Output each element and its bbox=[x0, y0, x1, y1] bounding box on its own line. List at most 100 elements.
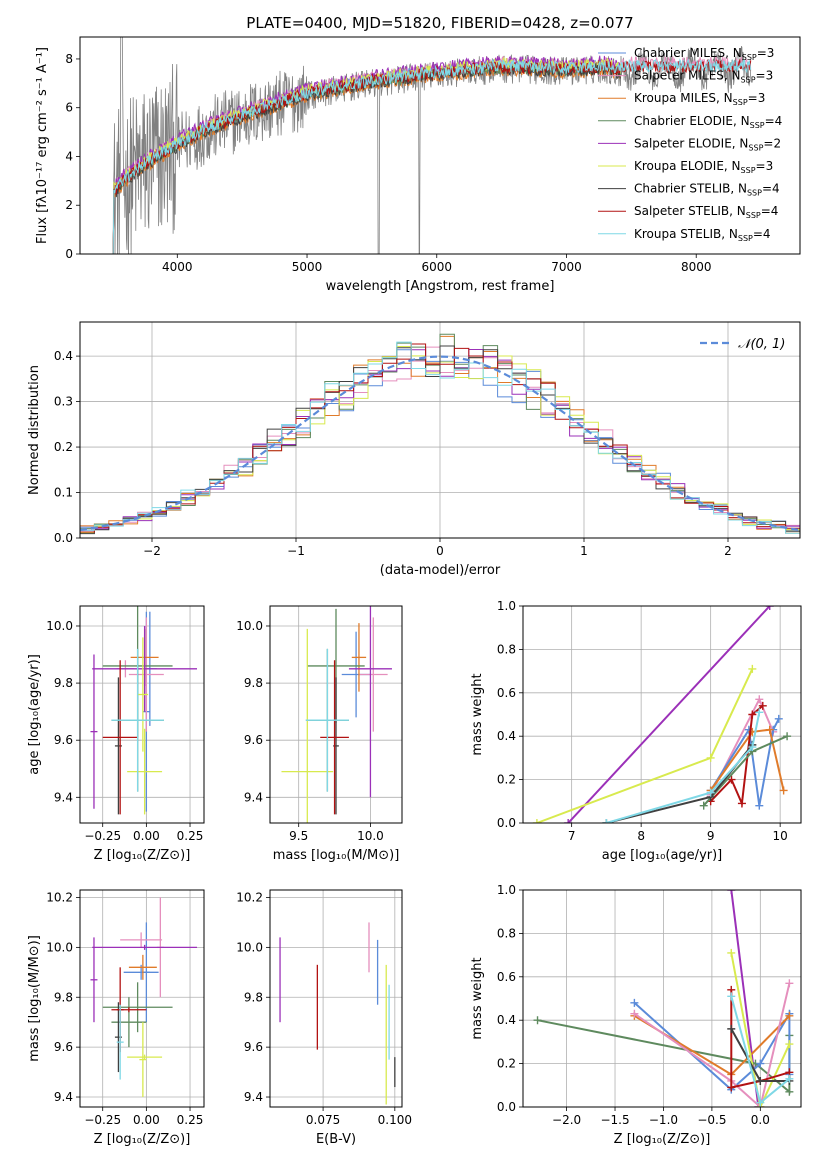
residuals-ytick-label: 0.2 bbox=[54, 440, 73, 454]
mass-vs-ebv-xtick-label: 0.075 bbox=[306, 1113, 340, 1127]
weight-vs-age-ytick-label: 0.2 bbox=[497, 773, 516, 787]
spectrum-ylabel: Flux [fλ10⁻¹⁷ erg cm⁻² s⁻¹ A⁻¹] bbox=[35, 47, 50, 244]
series-marker bbox=[785, 1087, 794, 1096]
series-marker bbox=[727, 890, 736, 894]
series-marker bbox=[737, 799, 746, 808]
residuals-legend-label: 𝒩(0, 1) bbox=[738, 337, 785, 352]
mass-vs-Z-ytick-label: 10.2 bbox=[46, 890, 73, 904]
weight-vs-age-ytick-label: 0.4 bbox=[497, 729, 516, 743]
series-line bbox=[633, 983, 791, 1107]
spectrum-axes: 4000 5000 6000 7000 8000 0 2 4 6 8 wavelength [Ang… bbox=[35, 47, 711, 294]
spectrum-model-line bbox=[112, 59, 622, 254]
series-marker bbox=[699, 801, 708, 810]
residuals-ytick-label: 0.0 bbox=[54, 531, 73, 545]
legend-entry: Chabrier ELODIE, NSSP=4 bbox=[634, 114, 782, 130]
weight-vs-Z-frame bbox=[522, 889, 802, 1108]
weight-vs-Z-ytick-label: 0.6 bbox=[497, 970, 516, 984]
weight-vs-age-xtick-label: 10 bbox=[773, 829, 788, 843]
series-marker bbox=[774, 714, 783, 723]
mass-vs-ebv-xtick-label: 0.100 bbox=[378, 1113, 412, 1127]
spectrum-xtick-label: 7000 bbox=[551, 260, 582, 274]
age-vs-mass-ytick-label: 9.4 bbox=[244, 790, 263, 804]
mass-vs-ebv-ytick-label: 10.0 bbox=[236, 940, 263, 954]
spectrum-xtick-label: 6000 bbox=[421, 260, 452, 274]
spectrum-model-line bbox=[112, 58, 752, 254]
series-marker bbox=[765, 725, 774, 734]
weight-vs-age-ytick-label: 1.0 bbox=[497, 599, 516, 613]
mass-vs-ebv-axes: 0.075 0.100 9.4 9.6 9.8 10.0 10.2 E(B-V) bbox=[236, 890, 412, 1147]
age-vs-mass-frame bbox=[269, 605, 403, 824]
mass-vs-Z-xtick-label: 0.00 bbox=[133, 1113, 160, 1127]
residuals-xtick-label: 0 bbox=[436, 544, 444, 558]
spectrum-lines bbox=[112, 37, 752, 254]
mass-vs-Z-xtick-label: −0.25 bbox=[84, 1113, 121, 1127]
series-line bbox=[709, 718, 780, 806]
age-vs-Z-ylabel: age [log₁₀(age/yr)] bbox=[27, 654, 42, 775]
weight-vs-Z-ylabel: mass weight bbox=[470, 957, 485, 1039]
series-marker bbox=[756, 1076, 765, 1085]
series-marker bbox=[785, 979, 794, 988]
figure-title: PLATE=0400, MJD=51820, FIBERID=0428, z=0… bbox=[246, 14, 633, 32]
age-vs-Z-ytick-label: 10.0 bbox=[46, 619, 73, 633]
mass-vs-ebv-xlabel: E(B-V) bbox=[316, 1132, 356, 1147]
legend-entry: Kroupa ELODIE, NSSP=3 bbox=[634, 159, 773, 175]
series-marker bbox=[748, 743, 757, 752]
age-vs-Z-xtick-label: 0.25 bbox=[177, 829, 204, 843]
mass-vs-Z-ylabel: mass [log₁₀(M/M⊙)] bbox=[27, 935, 42, 1062]
residuals-ytick-label: 0.1 bbox=[54, 486, 73, 500]
series-marker bbox=[727, 1024, 736, 1033]
mass-vs-Z-frame bbox=[79, 889, 205, 1108]
series-marker bbox=[756, 1059, 765, 1068]
mass-vs-Z-ytick-label: 10.0 bbox=[46, 940, 73, 954]
legend-entry: Salpeter STELIB, NSSP=4 bbox=[634, 204, 778, 220]
series-marker bbox=[727, 775, 736, 784]
residuals-xlabel: (data-model)/error bbox=[380, 563, 501, 578]
mass-vs-Z-ytick-label: 9.8 bbox=[54, 990, 73, 1004]
age-vs-mass-points bbox=[281, 606, 392, 823]
legend-entry: Kroupa STELIB, NSSP=4 bbox=[634, 227, 771, 243]
weight-vs-age-series bbox=[532, 606, 792, 823]
weight-vs-Z-ytick-label: 0.4 bbox=[497, 1013, 516, 1027]
mass-vs-Z-points bbox=[90, 897, 198, 1098]
age-vs-mass-ytick-label: 10.0 bbox=[236, 619, 263, 633]
weight-vs-Z-ytick-label: 0.8 bbox=[497, 926, 516, 940]
spectrum-frame bbox=[79, 36, 801, 255]
spectrum-xtick-label: 4000 bbox=[162, 260, 193, 274]
series-marker bbox=[765, 606, 774, 610]
mass-vs-ebv-ytick-label: 9.4 bbox=[244, 1090, 263, 1104]
series-line bbox=[730, 952, 791, 1107]
weight-vs-age-xtick-label: 7 bbox=[568, 829, 576, 843]
spectrum-legend: Chabrier MILES, NSSP=3 Salpeter MILES, NS… bbox=[598, 46, 782, 243]
weight-vs-age-xtick-label: 8 bbox=[637, 829, 645, 843]
residuals-xtick-label: 1 bbox=[580, 544, 588, 558]
residuals-xtick-label: −2 bbox=[143, 544, 161, 558]
weight-vs-age-xtick-label: 9 bbox=[707, 829, 715, 843]
spectrum-ytick-label: 0 bbox=[65, 247, 73, 261]
series-marker bbox=[785, 1040, 794, 1049]
residuals-frame bbox=[79, 321, 801, 539]
weight-vs-Z-xtick-label: −1.5 bbox=[600, 1113, 629, 1127]
legend-entry: Salpeter ELODIE, NSSP=2 bbox=[634, 136, 781, 152]
weight-vs-Z-ytick-label: 0.0 bbox=[497, 1100, 516, 1114]
series-marker bbox=[727, 948, 736, 957]
legend-entry: Chabrier STELIB, NSSP=4 bbox=[634, 182, 780, 198]
series-marker bbox=[779, 786, 788, 795]
age-vs-mass-ytick-label: 9.8 bbox=[244, 676, 263, 690]
series-marker bbox=[706, 788, 715, 797]
series-line bbox=[567, 606, 771, 823]
residuals-ytick-label: 0.4 bbox=[54, 349, 73, 363]
weight-vs-Z-xtick-label: −1.0 bbox=[649, 1113, 678, 1127]
spectrum-xtick-label: 5000 bbox=[292, 260, 323, 274]
weight-vs-age-xlabel: age [log₁₀(age/yr)] bbox=[602, 848, 723, 863]
spectrum-model-line bbox=[112, 62, 622, 254]
spectrum-model-line bbox=[112, 56, 622, 254]
weight-vs-Z-ytick-label: 0.2 bbox=[497, 1057, 516, 1071]
weight-vs-Z-xlabel: Z [log₁₀(Z/Z⊙)] bbox=[614, 1132, 711, 1147]
series-line bbox=[606, 712, 761, 823]
spectrum-ytick-label: 4 bbox=[65, 149, 73, 163]
weight-vs-Z-axes: −2.0 −1.5 −1.0 −0.5 0.0 0.0 0.2 0.4 0.6 0.8 1.0 Z [… bbox=[470, 883, 801, 1147]
age-vs-Z-xtick-label: −0.25 bbox=[84, 829, 121, 843]
spectrum-model-line bbox=[112, 58, 752, 254]
spectrum-ytick-label: 2 bbox=[65, 198, 73, 212]
series-marker bbox=[564, 819, 573, 823]
